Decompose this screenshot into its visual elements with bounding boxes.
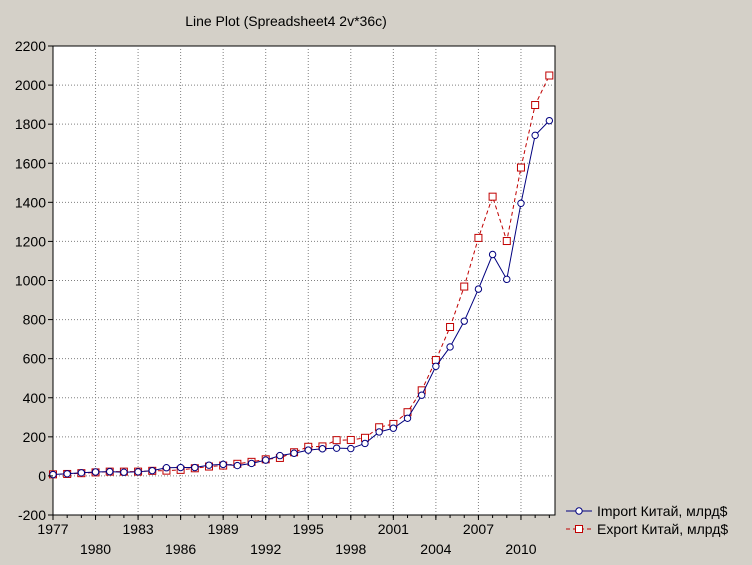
y-tick-label: 1000 xyxy=(15,273,46,289)
series-group xyxy=(49,71,554,479)
y-tick-label: 1200 xyxy=(15,233,46,249)
y-tick-label: 2200 xyxy=(15,38,46,54)
y-tick-label: 800 xyxy=(23,312,47,328)
data-point xyxy=(332,444,341,452)
data-point xyxy=(503,275,511,284)
data-point xyxy=(63,470,71,478)
data-point xyxy=(460,282,469,291)
x-tick-label: 1995 xyxy=(293,521,324,537)
data-point xyxy=(318,445,327,453)
y-tick-label: 0 xyxy=(38,468,46,484)
data-point xyxy=(460,317,468,325)
data-point xyxy=(91,468,100,476)
y-tick-label: 400 xyxy=(23,390,47,406)
x-tick-label: 1983 xyxy=(123,521,154,537)
legend-marker xyxy=(575,525,583,533)
x-tick-label: 1998 xyxy=(335,541,366,557)
y-tick-label: 1600 xyxy=(15,155,46,171)
x-tick-label: 1992 xyxy=(250,541,281,557)
data-point xyxy=(120,468,128,476)
data-point xyxy=(418,391,426,399)
data-point xyxy=(346,435,355,444)
chart-title: Line Plot (Spreadsheet4 2v*36c) xyxy=(185,13,387,29)
data-point xyxy=(276,451,284,460)
data-point xyxy=(531,131,539,140)
data-point xyxy=(474,285,483,293)
data-point xyxy=(516,163,525,172)
data-point xyxy=(474,233,483,242)
data-point xyxy=(347,444,355,453)
legend-label: Import Китай, млрд$ xyxy=(597,503,728,519)
data-point xyxy=(304,446,312,454)
y-tick-label: 1800 xyxy=(15,116,46,132)
data-point xyxy=(106,467,114,476)
x-tick-label: 1989 xyxy=(208,521,239,537)
x-tick-label: 2004 xyxy=(420,541,451,557)
data-point xyxy=(332,436,341,445)
data-point xyxy=(233,461,242,470)
data-point xyxy=(545,116,554,125)
y-tick-label: 200 xyxy=(23,429,47,445)
data-point xyxy=(446,343,454,351)
data-point xyxy=(219,460,227,469)
x-tick-label: 1977 xyxy=(37,521,68,537)
x-tick-label: 2010 xyxy=(505,541,536,557)
legend-marker xyxy=(575,507,583,515)
data-point xyxy=(488,192,497,201)
plot-area xyxy=(52,45,556,516)
data-point xyxy=(77,469,86,477)
y-tick-label: 1400 xyxy=(15,194,46,210)
legend-label: Export Китай, млрд$ xyxy=(597,521,728,537)
data-point xyxy=(531,101,540,110)
data-point xyxy=(389,424,398,432)
y-tick-label: 2000 xyxy=(15,77,46,93)
series-line xyxy=(52,75,550,475)
x-tick-label: 1986 xyxy=(165,541,196,557)
data-point xyxy=(545,71,554,80)
axes: -200 0 200 400 600 800 1000 1200 1400 1600 1800 200… xyxy=(15,38,550,557)
data-point xyxy=(148,466,156,475)
y-tick-label: 600 xyxy=(23,351,47,367)
data-point xyxy=(375,428,383,436)
x-tick-label: 2007 xyxy=(463,521,494,537)
data-point xyxy=(403,414,412,422)
data-point xyxy=(162,464,171,472)
x-tick-label: 1980 xyxy=(80,541,111,557)
legend: Import Китай, млрд$ Export Китай, млрд$ xyxy=(566,503,728,537)
data-point xyxy=(488,250,497,259)
data-point xyxy=(432,362,440,370)
data-point xyxy=(205,461,213,469)
data-point xyxy=(191,463,199,472)
data-point xyxy=(49,470,57,479)
data-point xyxy=(262,456,270,464)
data-point xyxy=(134,468,142,476)
data-point xyxy=(176,463,185,472)
data-point xyxy=(361,439,369,448)
data-point xyxy=(290,449,298,457)
data-point xyxy=(502,237,511,246)
data-point xyxy=(446,323,455,332)
x-tick-label: 2001 xyxy=(378,521,409,537)
y-tick-label: -200 xyxy=(18,507,46,523)
data-point xyxy=(517,199,525,208)
data-point xyxy=(247,459,256,468)
